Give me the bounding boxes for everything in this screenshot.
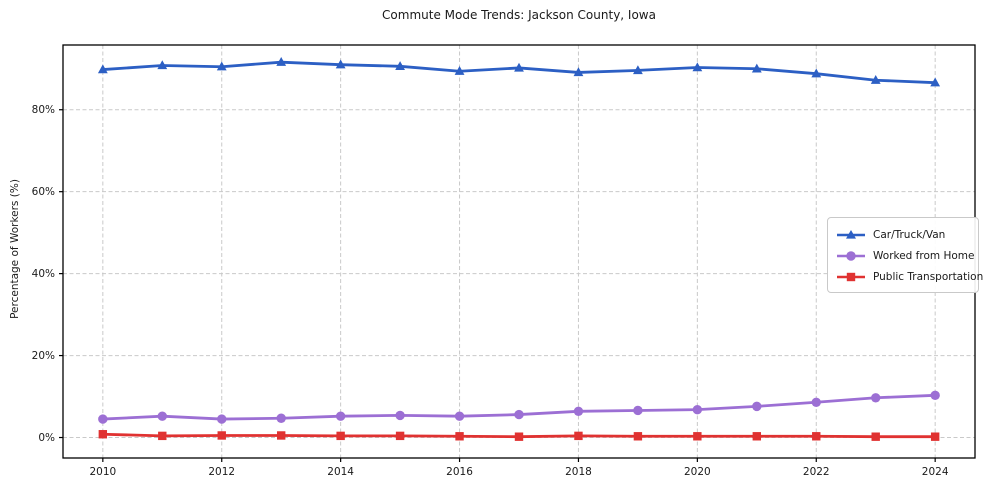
legend-label: Car/Truck/Van xyxy=(873,228,946,241)
square-marker-icon xyxy=(837,272,865,281)
data-point-public-transportation xyxy=(633,432,643,441)
data-point-public-transportation xyxy=(217,431,226,440)
data-point-public-transportation xyxy=(336,431,345,441)
legend-item-car-truck-van: Car/Truck/Van xyxy=(836,224,970,245)
data-point-worked-from-home xyxy=(395,410,405,421)
data-point-public-transportation xyxy=(574,431,583,441)
data-point-car-truck-van xyxy=(573,67,584,77)
x-tick-label: 2012 xyxy=(208,466,235,478)
data-point-worked-from-home xyxy=(217,414,227,424)
x-tick-label: 2018 xyxy=(565,466,592,478)
data-point-car-truck-van xyxy=(930,77,941,87)
x-tick-label: 2024 xyxy=(922,466,949,478)
data-point-car-truck-van xyxy=(97,64,108,74)
legend: Car/Truck/Van Worked from Home Public Tr… xyxy=(827,217,983,293)
data-point-worked-from-home xyxy=(335,411,346,421)
data-point-worked-from-home xyxy=(514,409,524,420)
legend-item-public-transportation: Public Transportation xyxy=(836,266,983,287)
y-tick-label: 20% xyxy=(32,350,55,362)
data-point-public-transportation xyxy=(812,432,821,441)
legend-item-worked-from-home: Worked from Home xyxy=(836,245,974,266)
legend-label: Public Transportation xyxy=(873,270,984,283)
data-point-car-truck-van xyxy=(335,59,346,69)
data-point-worked-from-home xyxy=(454,411,465,421)
data-point-public-transportation xyxy=(455,432,464,441)
x-tick-label: 2014 xyxy=(327,466,354,478)
data-point-worked-from-home xyxy=(930,390,940,401)
data-point-public-transportation xyxy=(930,432,940,441)
data-point-car-truck-van xyxy=(633,65,643,75)
data-point-car-truck-van xyxy=(692,62,703,72)
data-point-car-truck-van xyxy=(157,60,168,70)
data-point-public-transportation xyxy=(514,432,524,441)
data-point-public-transportation xyxy=(693,432,702,441)
data-point-car-truck-van xyxy=(514,62,524,72)
y-tick-label: 60% xyxy=(32,186,55,198)
data-point-public-transportation xyxy=(276,431,286,440)
y-tick-label: 80% xyxy=(32,104,55,116)
data-point-public-transportation xyxy=(752,432,762,441)
legend-label: Worked from Home xyxy=(873,249,975,262)
x-tick-label: 2022 xyxy=(803,466,830,478)
data-point-worked-from-home xyxy=(98,414,108,424)
data-point-car-truck-van xyxy=(454,66,465,75)
chart-title: Commute Mode Trends: Jackson County, Iow… xyxy=(382,8,656,22)
data-point-worked-from-home xyxy=(752,401,762,412)
data-point-car-truck-van xyxy=(216,61,227,71)
data-point-public-transportation xyxy=(98,430,108,439)
data-point-worked-from-home xyxy=(871,393,881,403)
data-point-worked-from-home xyxy=(811,397,821,407)
x-tick-label: 2020 xyxy=(684,466,711,478)
data-point-worked-from-home xyxy=(573,406,584,416)
data-point-car-truck-van xyxy=(395,61,405,71)
triangle-marker-icon xyxy=(837,229,865,239)
data-point-worked-from-home xyxy=(633,405,643,416)
data-point-car-truck-van xyxy=(751,63,762,73)
circle-marker-icon xyxy=(837,250,865,261)
data-point-car-truck-van xyxy=(276,57,287,66)
y-tick-label: 40% xyxy=(32,268,55,280)
y-tick-label: 0% xyxy=(38,432,55,444)
data-point-worked-from-home xyxy=(692,404,703,415)
data-point-worked-from-home xyxy=(157,411,167,421)
x-tick-label: 2010 xyxy=(89,466,116,478)
x-tick-label: 2016 xyxy=(446,466,473,478)
data-point-worked-from-home xyxy=(276,413,286,423)
data-point-car-truck-van xyxy=(811,68,822,78)
data-point-public-transportation xyxy=(158,431,167,441)
data-point-public-transportation xyxy=(871,432,880,441)
data-point-car-truck-van xyxy=(870,75,881,84)
data-point-public-transportation xyxy=(395,431,405,441)
